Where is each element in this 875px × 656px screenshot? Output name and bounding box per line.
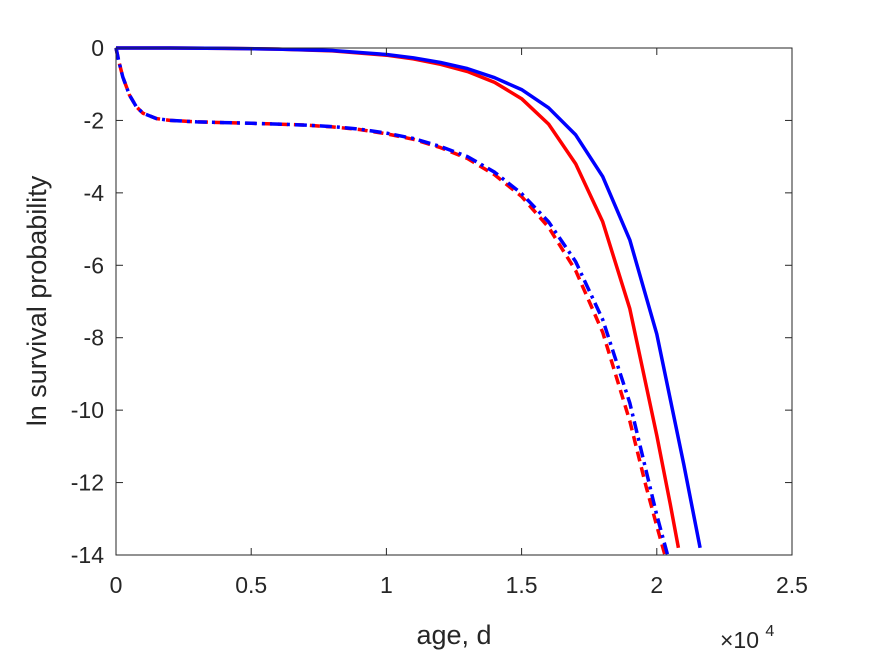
x-tick-label: 0.5 bbox=[235, 572, 267, 598]
plot-area bbox=[116, 48, 792, 555]
y-tick-label: -4 bbox=[84, 180, 105, 206]
y-tick-label: -10 bbox=[71, 397, 104, 423]
y-tick-label: -14 bbox=[71, 542, 104, 568]
x-multiplier-base: ×10 bbox=[720, 627, 759, 653]
x-tick-label: 0 bbox=[110, 572, 123, 598]
y-tick-label: 0 bbox=[91, 35, 104, 61]
x-multiplier-exponent: 4 bbox=[765, 623, 774, 640]
y-axis-label: ln survival probability bbox=[22, 175, 52, 426]
series-line-blue-solid bbox=[116, 46, 702, 549]
axes-box bbox=[115, 47, 793, 556]
y-tick-label: -12 bbox=[71, 470, 104, 496]
x-tick-label: 1 bbox=[380, 572, 393, 598]
series-layer bbox=[114, 46, 702, 556]
x-tick-label: 1.5 bbox=[506, 572, 538, 598]
x-axis-label: age, d bbox=[416, 620, 491, 650]
tick-layer: 0 0.5 1 1.5 2 2.5 0 -2 -4 -6 -8 -10 -12 -14 bbox=[71, 35, 808, 598]
x-tick-label: 2 bbox=[650, 572, 663, 598]
x-multiplier-label: ×10 4 bbox=[720, 623, 774, 653]
y-tick-label: -6 bbox=[84, 252, 104, 278]
x-tick-label: 2.5 bbox=[776, 572, 808, 598]
y-tick-label: -2 bbox=[84, 107, 104, 133]
y-tick-label: -8 bbox=[84, 325, 104, 351]
